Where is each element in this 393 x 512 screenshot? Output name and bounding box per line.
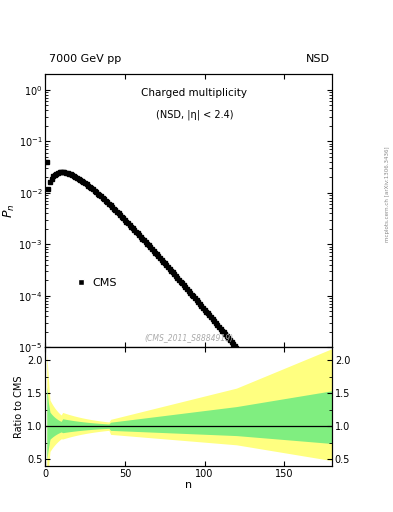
- X-axis label: n: n: [185, 480, 192, 490]
- CMS: [169, 268, 173, 274]
- Legend: CMS: CMS: [71, 273, 121, 292]
- CMS: [256, 372, 261, 378]
- Text: NSD: NSD: [306, 54, 330, 64]
- Y-axis label: $P_n$: $P_n$: [2, 203, 17, 218]
- Text: Charged multiplicity: Charged multiplicity: [141, 88, 247, 98]
- Line: CMS: CMS: [45, 160, 332, 465]
- CMS: [126, 220, 130, 226]
- Text: mcplots.cern.ch [arXiv:1306.3436]: mcplots.cern.ch [arXiv:1306.3436]: [385, 147, 389, 242]
- CMS: [68, 172, 73, 178]
- Text: (CMS_2011_S8884919): (CMS_2011_S8884919): [144, 333, 233, 342]
- CMS: [72, 173, 76, 179]
- CMS: [44, 159, 49, 165]
- CMS: [95, 190, 100, 197]
- CMS: [328, 461, 333, 467]
- Text: 7000 GeV pp: 7000 GeV pp: [49, 54, 121, 64]
- Text: (NSD, |η| < 2.4): (NSD, |η| < 2.4): [156, 110, 233, 120]
- Y-axis label: Ratio to CMS: Ratio to CMS: [14, 375, 24, 438]
